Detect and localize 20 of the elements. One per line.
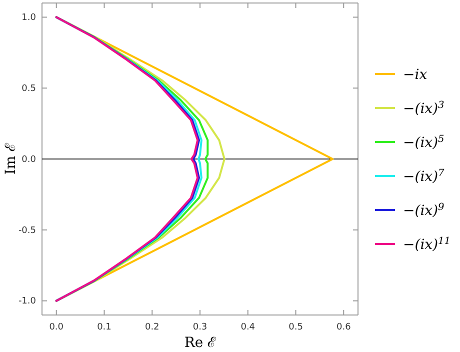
legend-label: −(ix)$^{9}$	[403, 202, 444, 219]
x-axis-title: Re ℰ	[184, 335, 217, 351]
y-tick-label: 0.5	[22, 84, 36, 94]
x-tick-label: 0.3	[192, 322, 208, 332]
x-tick-label: 0.6	[336, 322, 352, 332]
legend-label: −(ix)$^{7}$	[403, 168, 446, 185]
legend-label: −ix	[403, 67, 428, 83]
y-tick-label: 0.0	[22, 154, 36, 165]
x-tick-label: 0.2	[144, 322, 160, 332]
x-tick-label: 0.5	[288, 322, 303, 332]
y-axis-title: Im ℰ	[3, 142, 19, 175]
y-tick-label: 1.0	[22, 13, 36, 24]
x-tick-label: 0.4	[240, 322, 256, 332]
x-tick-label: 0.0	[49, 322, 64, 332]
y-tick-label: -0.5	[18, 226, 36, 236]
x-tick-label: 0.1	[97, 322, 112, 332]
legend-label: −(ix)$^{11}$	[403, 236, 450, 253]
y-tick-label: -1.0	[18, 296, 36, 307]
legend-label: −(ix)$^{5}$	[403, 134, 444, 151]
legend-label: −(ix)$^{3}$	[403, 100, 444, 117]
